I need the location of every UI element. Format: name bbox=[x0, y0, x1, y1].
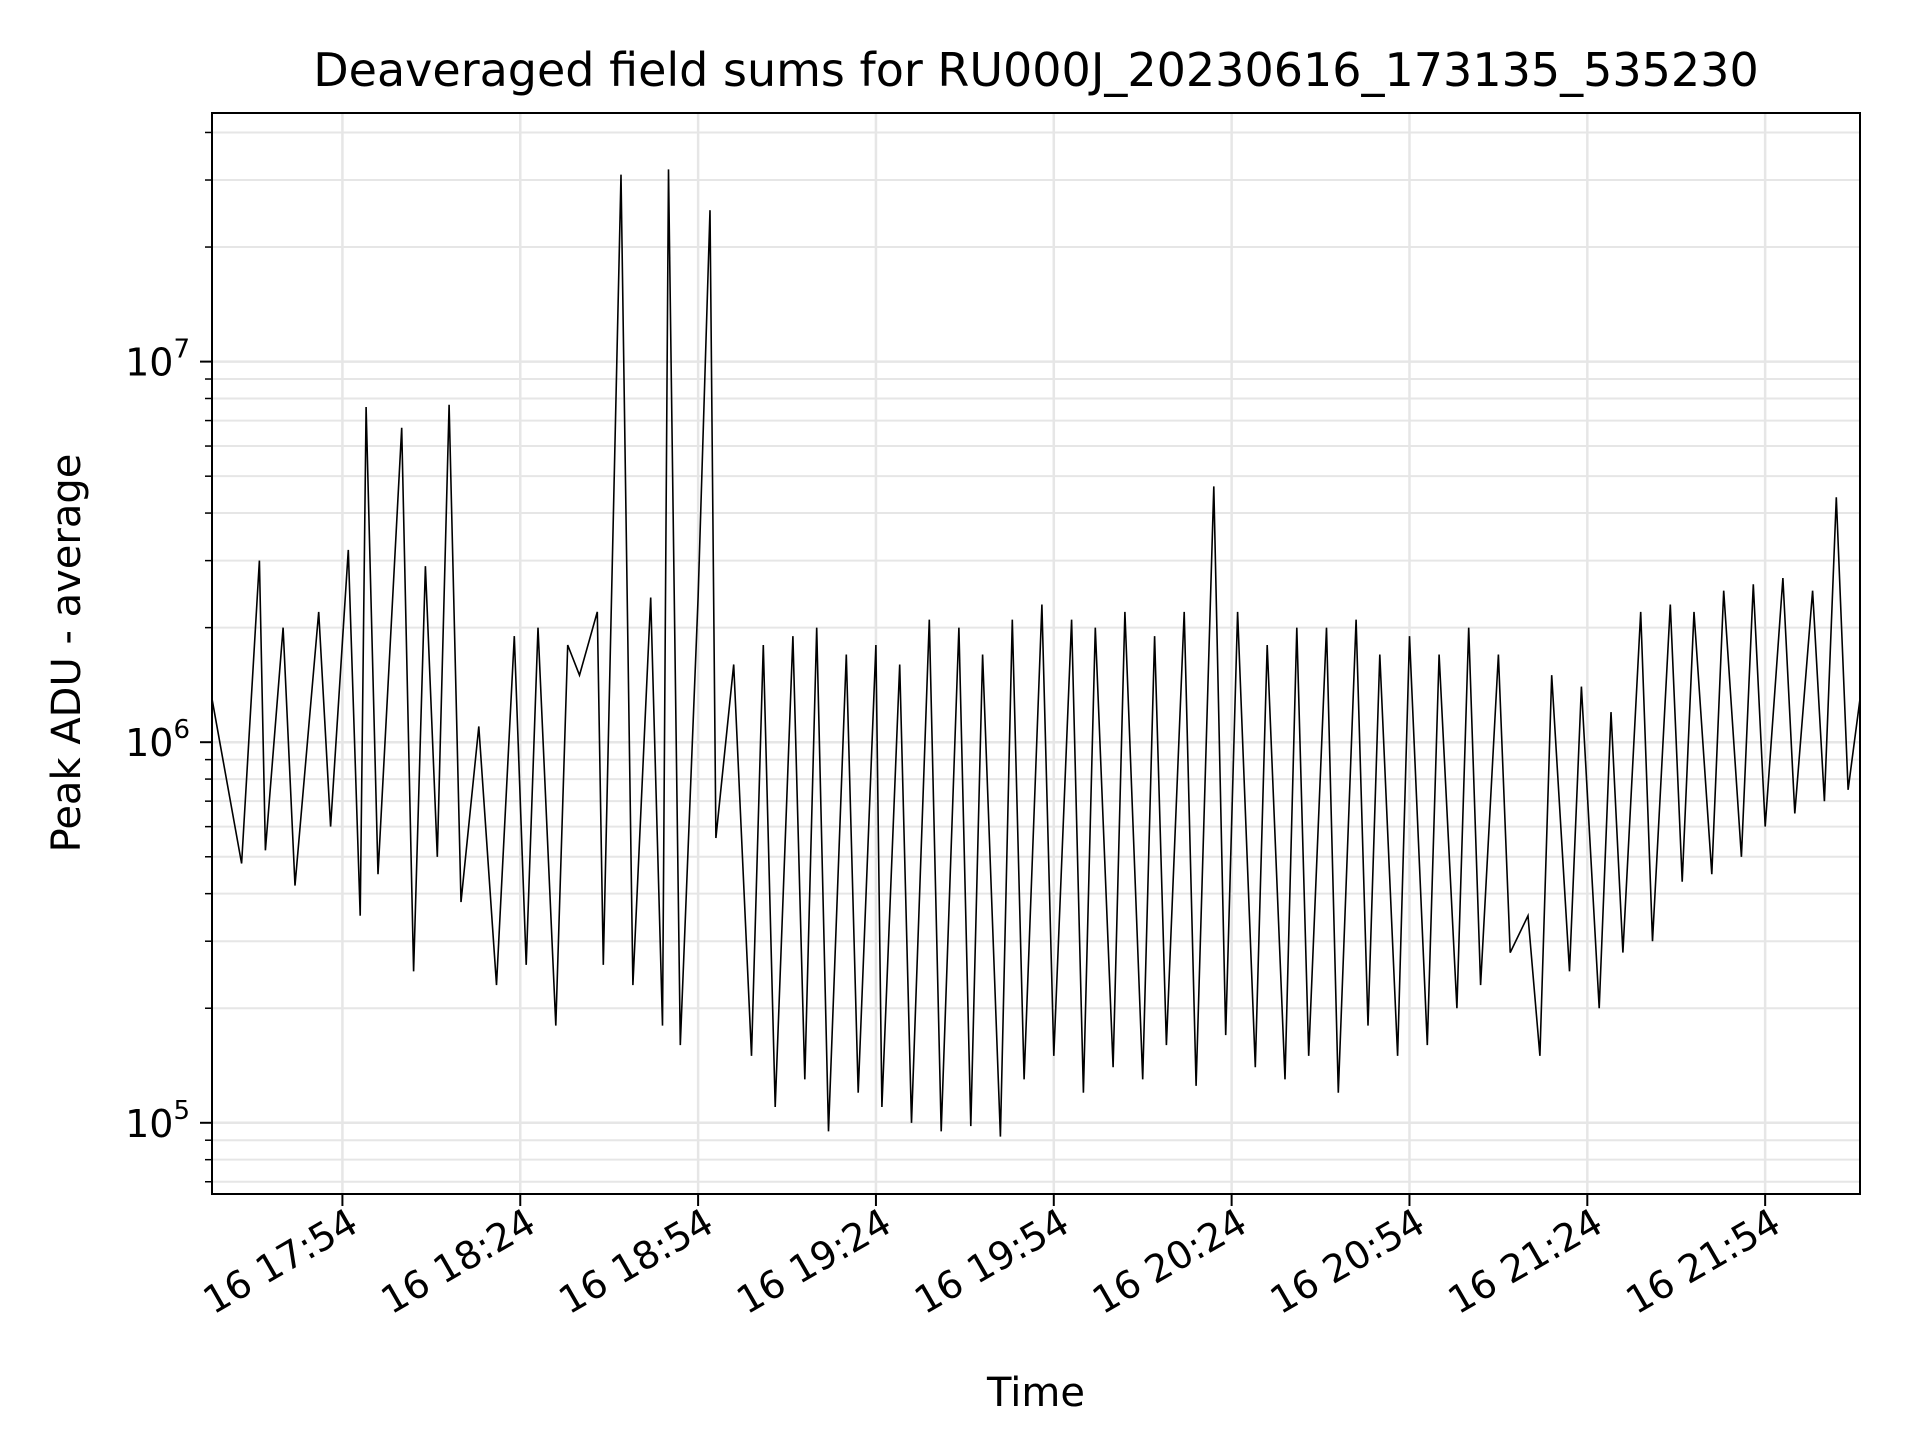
y-tick-base: 10 bbox=[125, 1102, 173, 1146]
x-tick-label: 16 20:24 bbox=[1085, 1200, 1254, 1323]
y-tick-exponent: 5 bbox=[173, 1096, 190, 1126]
x-tick-label: 16 19:54 bbox=[907, 1200, 1076, 1323]
x-tick-label: 16 18:24 bbox=[374, 1200, 543, 1323]
y-tick-exponent: 6 bbox=[173, 715, 190, 745]
x-tick-label: 16 18:54 bbox=[551, 1200, 720, 1323]
x-tick-label: 16 21:24 bbox=[1441, 1200, 1610, 1323]
y-axis-label: Peak ADU - average bbox=[44, 454, 90, 853]
y-tick-label: 105 bbox=[125, 1096, 190, 1146]
y-tick-label: 106 bbox=[125, 715, 190, 765]
series-layer bbox=[212, 169, 1860, 1137]
chart-title: Deaveraged field sums for RU000J_2023061… bbox=[313, 43, 1758, 97]
data-series-line bbox=[212, 169, 1860, 1137]
y-tick-base: 10 bbox=[125, 721, 173, 765]
x-tick-label: 16 17:54 bbox=[196, 1200, 365, 1323]
x-tick-label: 16 19:24 bbox=[729, 1200, 898, 1323]
x-tick-label: 16 20:54 bbox=[1263, 1200, 1432, 1323]
y-tick-label: 107 bbox=[125, 335, 190, 385]
plot-frame bbox=[211, 112, 1861, 1195]
x-axis-label: Time bbox=[986, 1370, 1085, 1416]
y-tick-base: 10 bbox=[125, 341, 173, 385]
x-tick-label: 16 21:54 bbox=[1618, 1200, 1787, 1323]
y-tick-exponent: 7 bbox=[173, 335, 190, 365]
grid-layer bbox=[212, 113, 1860, 1194]
